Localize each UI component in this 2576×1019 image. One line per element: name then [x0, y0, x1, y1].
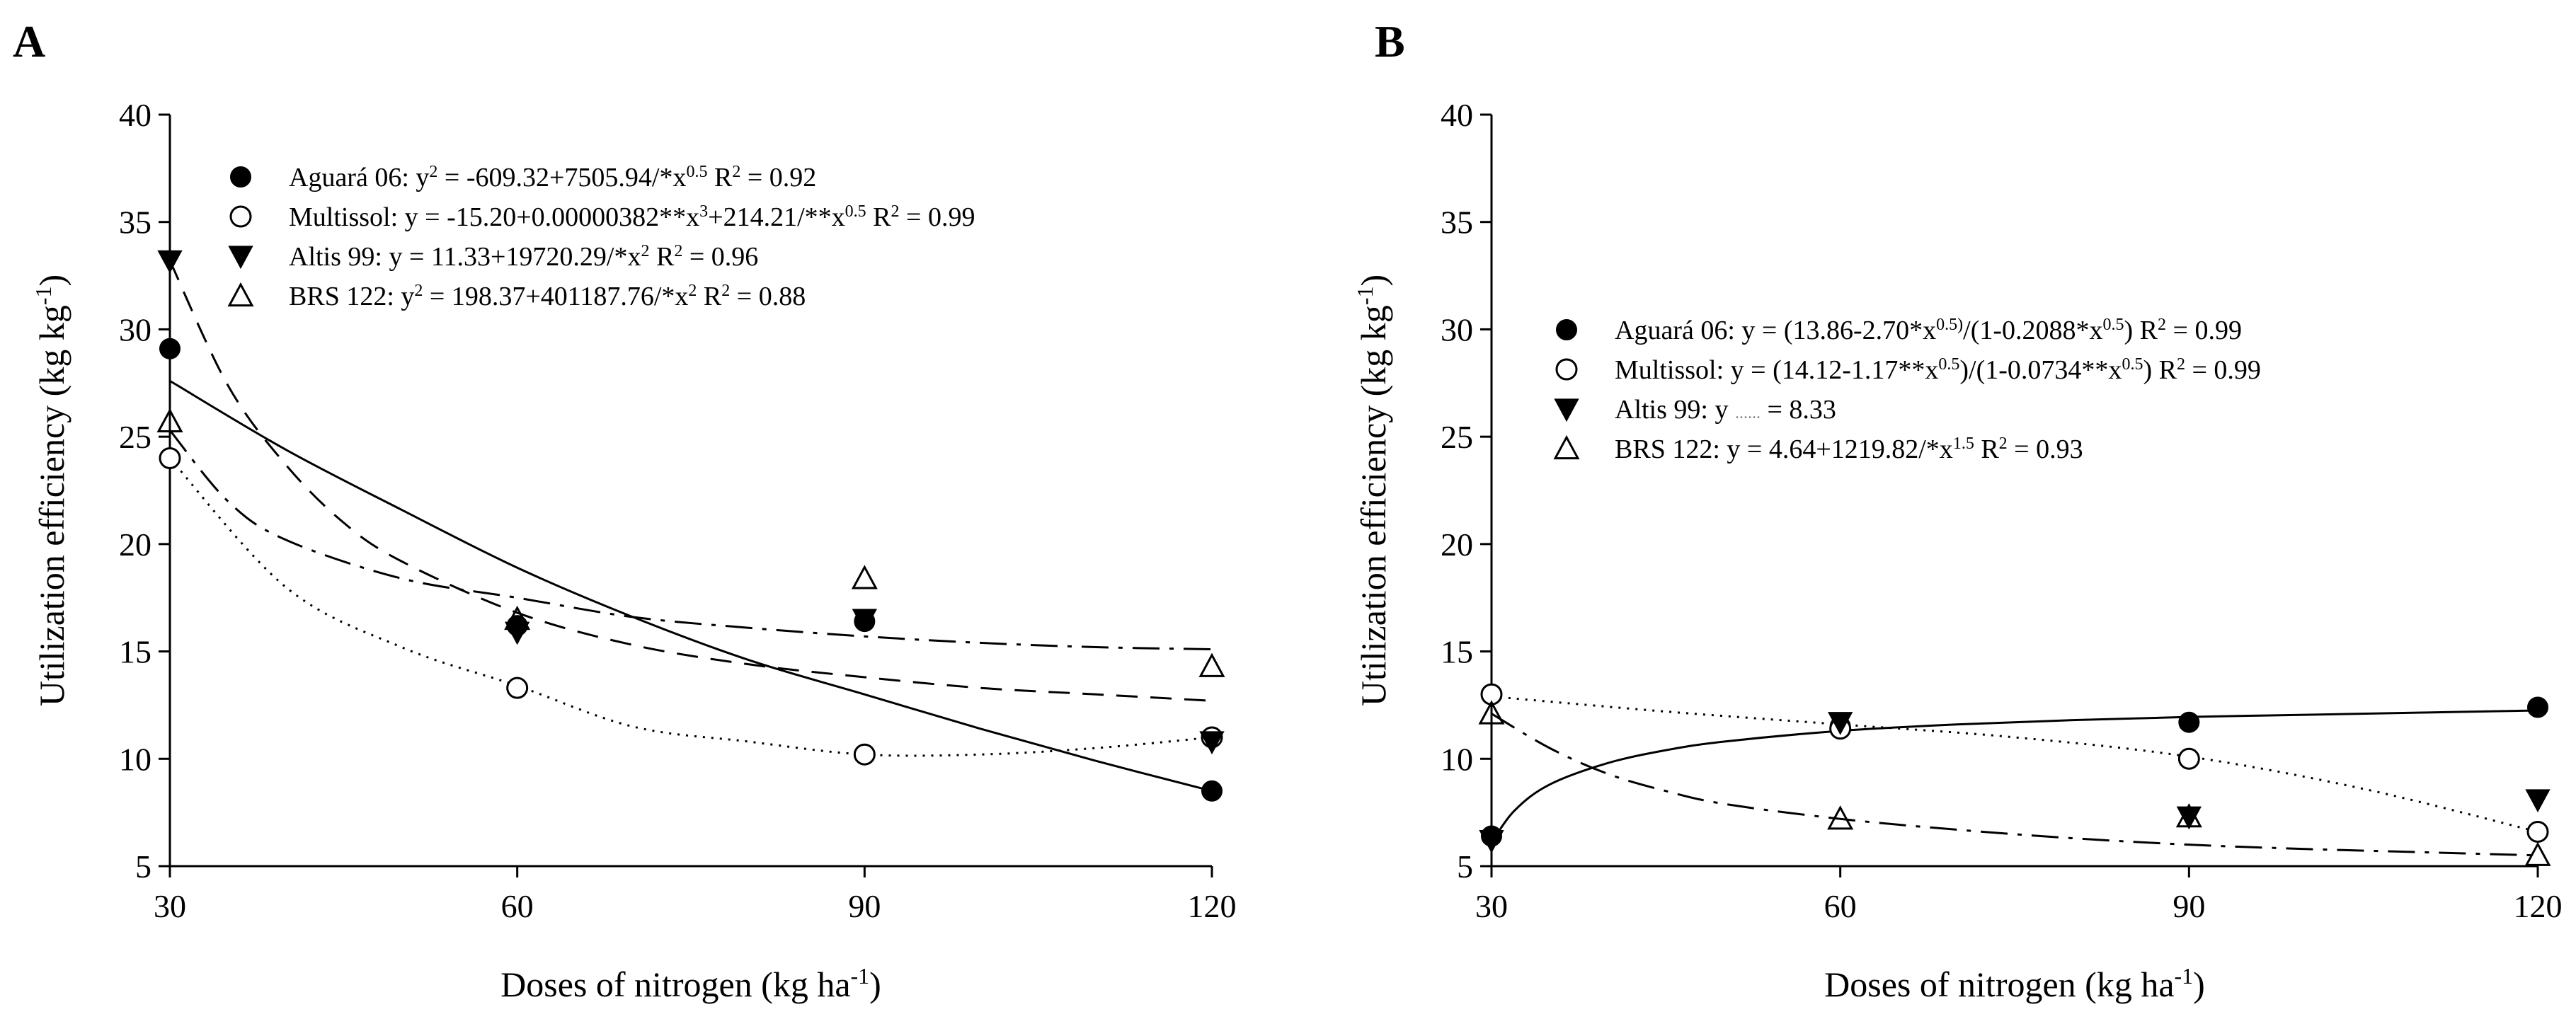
x-tick-label: 120 [1188, 888, 1237, 924]
data-point-multissol [2526, 820, 2549, 843]
legend-label: Multissol: y = -15.20+0.00000382**x3+214… [289, 202, 975, 232]
data-point-altis-99 [157, 250, 183, 274]
y-tick-label: 15 [119, 634, 151, 670]
data-point-altis-99 [2176, 806, 2202, 830]
y-tick-label: 20 [119, 526, 151, 563]
fit-curve-multissol [1491, 695, 2538, 833]
legend: Aguará 06: y = (13.86-2.70*x0.5)/(1-0.20… [1553, 316, 2261, 464]
y-tick-label: 35 [119, 205, 151, 241]
y-tick-label: 20 [1441, 526, 1473, 563]
y-axis-title: Utilization efficiency (kg kg-1) [30, 275, 71, 706]
data-point-aguar-06 [1201, 780, 1223, 802]
y-tick-label: 25 [1441, 419, 1473, 455]
y-tick-label: 10 [1441, 741, 1473, 777]
legend-marker [1554, 398, 1579, 422]
data-point-altis-99 [504, 621, 530, 645]
data-point-brs-122 [156, 408, 183, 433]
legend: Aguará 06: y2 = -609.32+7505.94/*x0.5 R2… [227, 163, 975, 311]
y-tick-label: 40 [1441, 97, 1473, 133]
legend-marker [229, 205, 252, 228]
fit-curve-aguar-06 [169, 379, 1213, 793]
x-tick-label: 30 [154, 888, 186, 924]
panel-label: B [1375, 16, 1405, 67]
data-point-altis-99 [2525, 789, 2551, 813]
fit-curve-multissol [168, 457, 1213, 757]
x-tick-label: 90 [2173, 888, 2205, 924]
data-point-aguar-06 [2527, 696, 2548, 718]
data-point-multissol [506, 677, 529, 699]
x-axis-title: Doses of nitrogen (kg ha-1) [500, 963, 881, 1004]
legend-marker [230, 166, 251, 188]
y-tick-label: 5 [1457, 848, 1473, 885]
y-tick-label: 30 [119, 311, 151, 347]
data-point-multissol [159, 447, 181, 469]
data-point-brs-122 [851, 565, 878, 589]
y-tick-label: 40 [119, 97, 151, 133]
data-point-brs-122 [1198, 652, 1225, 677]
legend-label: BRS 122: y2 = 198.37+401187.76/*x2 R2 = … [289, 282, 806, 311]
y-tick-label: 30 [1441, 311, 1473, 347]
data-point-brs-122 [504, 605, 531, 631]
y-tick-label: 35 [1441, 205, 1473, 241]
fit-curve-brs-122 [168, 430, 1213, 651]
data-point-aguar-06 [159, 338, 181, 359]
legend-label: Altis 99: y ...... = 8.33 [1615, 395, 1836, 425]
y-tick-label: 5 [135, 848, 151, 885]
fit-curve-brs-122 [1491, 713, 2538, 857]
legend-label: Altis 99: y = 11.33+19720.29/*x2 R2 = 0.… [289, 242, 758, 272]
y-axis-title: Utilization efficiency (kg kg-1) [1352, 275, 1393, 706]
legend-label: Aguará 06: y = (13.86-2.70*x0.5)/(1-0.20… [1615, 316, 2242, 345]
legend-marker [1555, 358, 1578, 381]
fit-curve-aguar-06 [1490, 709, 2538, 844]
legend-marker [228, 246, 253, 270]
panel-label: A [13, 16, 45, 67]
panel-b: B 5 10 15 20 25 30 35 40 30 60 90 120 Doses of nitrog… [1352, 16, 2563, 1004]
data-point-multissol [853, 743, 876, 766]
data-point-altis-99 [1479, 829, 1504, 853]
data-point-brs-122 [2175, 803, 2202, 828]
x-tick-label: 30 [1475, 888, 1508, 924]
data-point-altis-99 [852, 609, 878, 633]
fit-curve-altis-99 [168, 260, 1213, 702]
y-tick-label: 15 [1441, 634, 1473, 670]
x-tick-label: 60 [1824, 888, 1857, 924]
panel-a: A 5 10 15 20 25 30 35 40 30 60 90 120 Doses of nitrog… [13, 16, 1237, 1004]
data-point-brs-122 [2524, 841, 2551, 866]
data-point-multissol [2177, 747, 2200, 770]
data-point-brs-122 [1827, 805, 1854, 830]
y-tick-label: 25 [119, 419, 151, 455]
x-tick-label: 120 [2514, 888, 2563, 924]
data-point-altis-99 [1827, 712, 1853, 735]
legend-marker [227, 282, 254, 307]
x-tick-label: 60 [501, 888, 534, 924]
legend-label: BRS 122: y = 4.64+1219.82/*x1.5 R2 = 0.9… [1615, 434, 2083, 464]
data-point-altis-99 [1199, 731, 1225, 755]
x-axis-title: Doses of nitrogen (kg ha-1) [1824, 963, 2205, 1004]
data-point-brs-122 [1478, 700, 1505, 725]
data-point-aguar-06 [2178, 711, 2200, 733]
legend-label: Multissol: y = (14.12-1.17**x0.5)/(1-0.0… [1615, 355, 2261, 385]
y-tick-label: 10 [119, 741, 151, 777]
x-tick-label: 90 [848, 888, 881, 924]
legend-label: Aguará 06: y2 = -609.32+7505.94/*x0.5 R2… [289, 163, 816, 192]
legend-marker [1556, 319, 1577, 340]
legend-marker [1553, 434, 1580, 460]
